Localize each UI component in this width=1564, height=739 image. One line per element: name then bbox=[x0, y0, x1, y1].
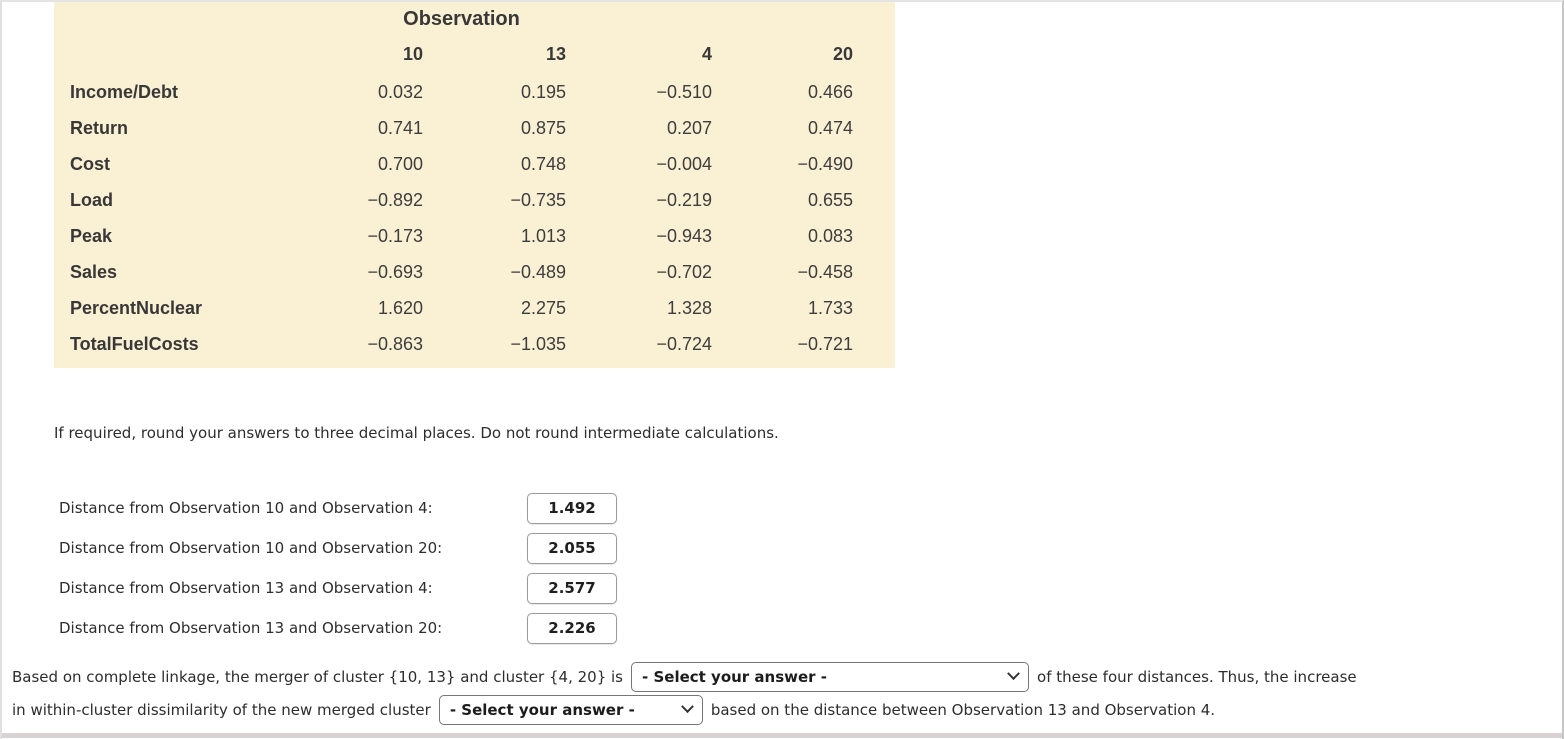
distance-label: Distance from Observation 10 and Observa… bbox=[59, 539, 443, 557]
conclusion-text: based on the distance between Observatio… bbox=[710, 700, 1216, 719]
table-cell: 0.748 bbox=[520, 153, 566, 174]
conclusion-line-1: Based on complete linkage, the merger of… bbox=[12, 660, 1562, 693]
table-cell: −1.035 bbox=[510, 333, 566, 354]
row-label: Load bbox=[70, 189, 113, 210]
chevron-down-icon bbox=[680, 700, 694, 714]
table-cell: −0.004 bbox=[656, 153, 712, 174]
row-label: Peak bbox=[70, 225, 113, 246]
distance-row-10-4: Distance from Observation 10 and Observa… bbox=[59, 492, 1562, 524]
table-cell: 0.875 bbox=[520, 117, 566, 138]
table-cell: 1.328 bbox=[666, 297, 712, 318]
distance-label: Distance from Observation 10 and Observa… bbox=[59, 499, 433, 517]
table-row: Income/Debt 0.032 0.195 −0.510 0.466 bbox=[70, 74, 853, 110]
table-cell: −0.458 bbox=[797, 261, 853, 282]
table-cell: 1.620 bbox=[377, 297, 423, 318]
table-cell: 1.733 bbox=[807, 297, 853, 318]
row-label: Return bbox=[70, 117, 128, 138]
row-label: Income/Debt bbox=[70, 81, 179, 102]
table-row: Peak −0.173 1.013 −0.943 0.083 bbox=[70, 218, 853, 254]
rounding-instruction: If required, round your answers to three… bbox=[54, 424, 779, 442]
distance-input-10-4[interactable] bbox=[527, 492, 617, 524]
distance-input-13-4[interactable] bbox=[527, 572, 617, 604]
table-cell: −0.219 bbox=[656, 189, 712, 210]
distance-row-13-4: Distance from Observation 13 and Observa… bbox=[59, 572, 1562, 604]
table-cell: −0.173 bbox=[367, 225, 423, 246]
column-header-obs13: 13 bbox=[545, 43, 566, 64]
table-cell: 2.275 bbox=[520, 297, 566, 318]
table-row: Load −0.892 −0.735 −0.219 0.655 bbox=[70, 182, 853, 218]
distance-label: Distance from Observation 13 and Observa… bbox=[59, 619, 443, 637]
select-value: - Select your answer - bbox=[642, 667, 828, 686]
table-cell: 0.655 bbox=[807, 189, 853, 210]
table-cell: 0.207 bbox=[666, 117, 712, 138]
horizontal-scrollbar[interactable] bbox=[2, 733, 1562, 738]
table-cell: −0.892 bbox=[367, 189, 423, 210]
row-label: PercentNuclear bbox=[70, 297, 203, 318]
distance-input-10-20[interactable] bbox=[527, 532, 617, 564]
distance-answers-section: Distance from Observation 10 and Observa… bbox=[59, 492, 1562, 644]
distance-input-13-20[interactable] bbox=[527, 612, 617, 644]
column-header-obs4: 4 bbox=[701, 43, 712, 64]
table-row: Cost 0.700 0.748 −0.004 −0.490 bbox=[70, 146, 853, 182]
linkage-merger-select[interactable]: - Select your answer - bbox=[631, 661, 1030, 692]
row-label: Cost bbox=[70, 153, 110, 174]
conclusion-section: Based on complete linkage, the merger of… bbox=[12, 660, 1562, 726]
table-cell: 0.032 bbox=[377, 81, 423, 102]
table-cell: −0.721 bbox=[797, 333, 853, 354]
select-value: - Select your answer - bbox=[449, 700, 635, 719]
column-header-obs10: 10 bbox=[402, 43, 423, 64]
table-cell: 0.741 bbox=[377, 117, 423, 138]
table-row: Sales −0.693 −0.489 −0.702 −0.458 bbox=[70, 254, 853, 290]
standardized-observation-table: Observation 10 13 4 20 Income/Debt 0.032… bbox=[54, 2, 895, 368]
table-cell: 0.474 bbox=[807, 117, 853, 138]
table-cell: 1.013 bbox=[520, 225, 566, 246]
conclusion-line-2: in within-cluster dissimilarity of the n… bbox=[12, 693, 1562, 726]
row-label: Sales bbox=[70, 261, 118, 282]
distance-row-13-20: Distance from Observation 13 and Observa… bbox=[59, 612, 1562, 644]
table-cell: 0.195 bbox=[520, 81, 566, 102]
table-cell: −0.693 bbox=[367, 261, 423, 282]
table-cell: −0.735 bbox=[510, 189, 566, 210]
table-row: Return 0.741 0.875 0.207 0.474 bbox=[70, 110, 853, 146]
conclusion-text: in within-cluster dissimilarity of the n… bbox=[12, 700, 431, 719]
table-cell: 0.700 bbox=[377, 153, 423, 174]
table-cell: −0.510 bbox=[656, 81, 712, 102]
conclusion-text: Based on complete linkage, the merger of… bbox=[12, 667, 624, 686]
table-group-header: Observation bbox=[403, 7, 520, 30]
table-cell: −0.489 bbox=[510, 261, 566, 282]
table-cell: −0.490 bbox=[797, 153, 853, 174]
table-cell: −0.702 bbox=[656, 261, 712, 282]
empty-corner-cell bbox=[70, 34, 279, 74]
table-cell: 0.466 bbox=[807, 81, 853, 102]
table-cell: −0.943 bbox=[656, 225, 712, 246]
table-cell: −0.863 bbox=[367, 333, 423, 354]
conclusion-text: of these four distances. Thus, the incre… bbox=[1037, 667, 1357, 686]
table-row: PercentNuclear 1.620 2.275 1.328 1.733 bbox=[70, 290, 853, 326]
table-cell: −0.724 bbox=[656, 333, 712, 354]
distance-label: Distance from Observation 13 and Observa… bbox=[59, 579, 433, 597]
row-label: TotalFuelCosts bbox=[70, 333, 199, 354]
dissimilarity-change-select[interactable]: - Select your answer - bbox=[438, 694, 703, 725]
table-cell: 0.083 bbox=[807, 225, 853, 246]
column-header-obs20: 20 bbox=[832, 43, 853, 64]
distance-row-10-20: Distance from Observation 10 and Observa… bbox=[59, 532, 1562, 564]
chevron-down-icon bbox=[1007, 667, 1020, 681]
table-row: TotalFuelCosts −0.863 −1.035 −0.724 −0.7… bbox=[70, 326, 853, 362]
